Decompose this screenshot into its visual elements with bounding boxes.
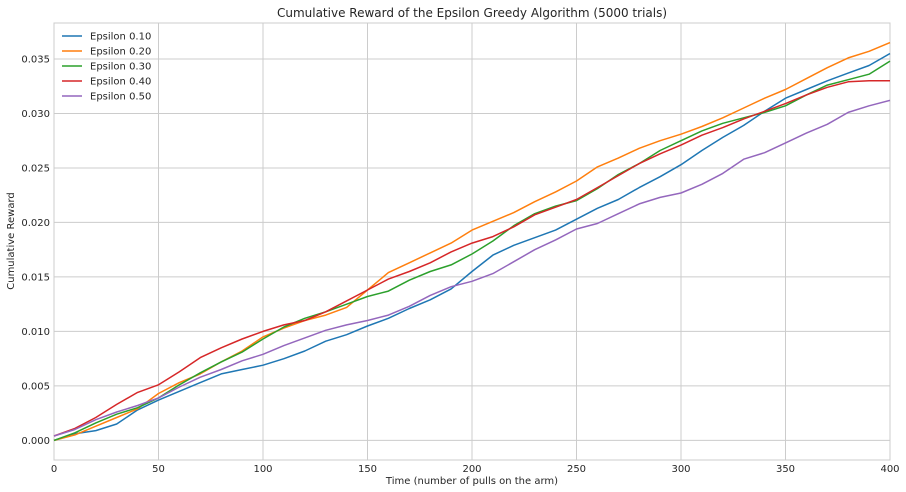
x-tick-label: 400	[880, 464, 899, 475]
y-tick-label: 0.005	[21, 381, 50, 392]
y-tick-label: 0.025	[21, 163, 50, 174]
x-tick-label: 300	[671, 464, 690, 475]
x-tick-label: 50	[152, 464, 165, 475]
legend-label-4: Epsilon 0.40	[90, 77, 151, 88]
x-tick-label: 0	[51, 464, 57, 475]
series-line-5	[53, 99, 891, 437]
series-layer	[53, 41, 891, 442]
y-axis-label: Cumulative Reward	[6, 192, 17, 290]
y-tick-label: 0.020	[21, 218, 50, 229]
legend-label-5: Epsilon 0.50	[90, 92, 151, 103]
x-axis-label: Time (number of pulls on the arm)	[385, 476, 558, 487]
series-line-1	[53, 52, 891, 442]
y-tick-label: 0.000	[21, 436, 50, 447]
x-tick-label: 250	[567, 464, 586, 475]
grid-lines	[53, 23, 891, 460]
y-tick-label: 0.015	[21, 272, 50, 283]
y-tick-labels: 0.000 0.005 0.010 0.015 0.020 0.025 0.030 0.035	[21, 54, 50, 446]
x-tick-label: 100	[253, 464, 272, 475]
x-tick-label: 150	[358, 464, 377, 475]
x-tick-label: 350	[776, 464, 795, 475]
chart-title: Cumulative Reward of the Epsilon Greedy …	[277, 6, 667, 20]
legend: Epsilon 0.10 Epsilon 0.20 Epsilon 0.30 Epsi…	[62, 32, 151, 103]
x-tick-labels: 0 50 100 150 200 250 300 350 400	[51, 464, 900, 475]
legend-label-2: Epsilon 0.20	[90, 47, 151, 58]
y-tick-label: 0.035	[21, 54, 50, 65]
x-tick-label: 200	[462, 464, 481, 475]
series-line-4	[53, 80, 890, 437]
legend-label-3: Epsilon 0.30	[90, 62, 151, 73]
plot-frame	[53, 22, 891, 461]
y-tick-label: 0.010	[21, 327, 50, 338]
y-tick-label: 0.030	[21, 109, 50, 120]
legend-label-1: Epsilon 0.10	[90, 32, 151, 43]
